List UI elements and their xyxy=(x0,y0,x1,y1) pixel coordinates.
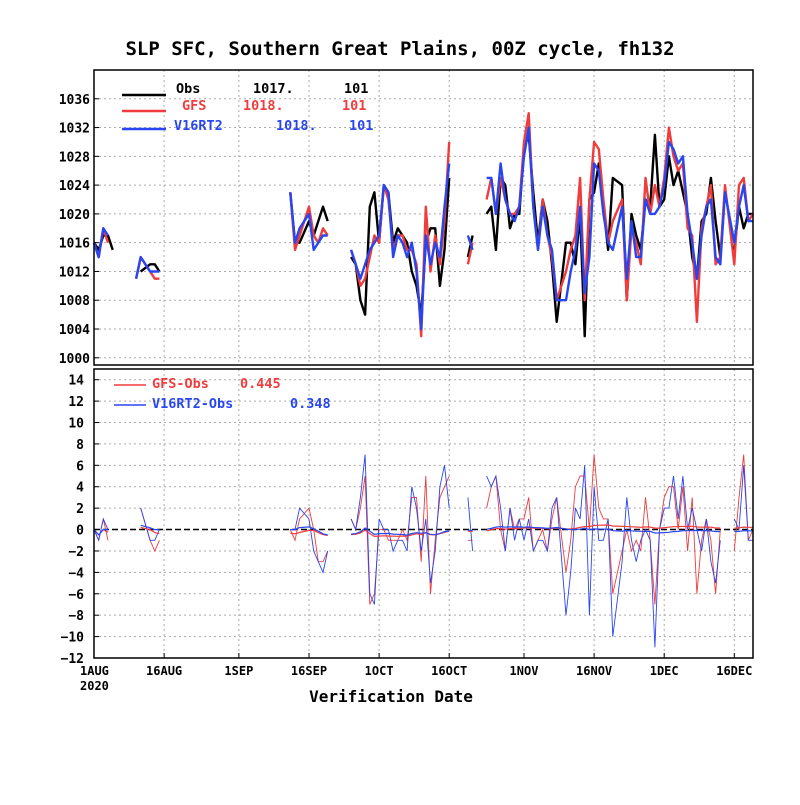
y-tick-label-bottom: 14 xyxy=(68,374,84,389)
x-tick-label: 1SEP xyxy=(224,664,253,678)
top-panel-frame xyxy=(93,69,754,366)
legend-label-v16-obs: V16RT2-Obs xyxy=(152,396,233,412)
x-tick-label: 1DEC xyxy=(650,664,679,678)
y-tick-label-bottom: 8 xyxy=(76,438,84,453)
series-line-v16-minus-obs xyxy=(93,454,753,648)
legend-stat2-v16: 101 xyxy=(349,118,373,134)
y-tick-label-bottom: −6 xyxy=(68,588,84,603)
y-tick-label-top: 1024 xyxy=(59,179,90,194)
y-tick-label-top: 1028 xyxy=(59,150,90,165)
chart-title: SLP SFC, Southern Great Plains, 00Z cycl… xyxy=(125,38,675,60)
x-axis-label: Verification Date xyxy=(309,687,473,706)
legend-stat1-v16: 1018. xyxy=(276,118,317,134)
legend-label-v16: V16RT2 xyxy=(174,118,223,134)
legend-stat1-gfs: 1018. xyxy=(243,98,284,114)
x-tick-label: 16SEP xyxy=(291,664,327,678)
bottom-panel-frame xyxy=(93,368,754,659)
y-tick-label-top: 1004 xyxy=(59,323,90,338)
bottom-legend: GFS-Obs 0.445 V16RT2-Obs 0.348 xyxy=(114,376,331,412)
x-tick-label: 1AUG xyxy=(80,664,109,678)
y-tick-label-bottom: −12 xyxy=(61,652,84,667)
y-tick-label-top: 1000 xyxy=(59,352,90,367)
legend-stat1-obs: 1017. xyxy=(253,81,294,97)
y-tick-label-bottom: 4 xyxy=(76,481,84,496)
legend-label-gfs-obs: GFS-Obs xyxy=(152,376,209,392)
y-tick-label-top: 1016 xyxy=(59,237,90,252)
y-tick-label-top: 1012 xyxy=(59,265,90,280)
y-tick-label-bottom: 10 xyxy=(68,417,84,432)
y-tick-label-bottom: −8 xyxy=(68,609,84,624)
x-tick-label: 1NOV xyxy=(510,664,539,678)
x-tick-label: 16NOV xyxy=(576,664,612,678)
y-tick-label-bottom: −2 xyxy=(68,545,84,560)
x-tick-label: 1OCT xyxy=(365,664,394,678)
x-tick-label: 16AUG xyxy=(146,664,182,678)
y-tick-label-bottom: 2 xyxy=(76,502,84,517)
top-panel-grid xyxy=(94,70,753,365)
y-tick-label-bottom: −4 xyxy=(68,566,84,581)
top-panel-series xyxy=(92,112,755,338)
x-tick-sublabel: 2020 xyxy=(80,679,109,693)
bottom-panel-grid xyxy=(94,369,753,658)
legend-stat2-obs: 101 xyxy=(344,81,368,97)
y-tick-label-top: 1020 xyxy=(59,208,90,223)
legend-label-gfs: GFS xyxy=(182,98,206,114)
y-tick-label-bottom: 12 xyxy=(68,395,84,410)
y-tick-label-top: 1008 xyxy=(59,294,90,309)
bottom-panel-series xyxy=(93,454,754,648)
legend-stat2-gfs: 101 xyxy=(342,98,366,114)
y-tick-label-bottom: 6 xyxy=(76,459,84,474)
series-mean-v16-minus-obs xyxy=(93,524,754,536)
top-legend: Obs 1017. 101 GFS 1018. 101 V16RT2 1018.… xyxy=(122,81,373,134)
legend-stat-v16-obs: 0.348 xyxy=(290,396,331,412)
panel-frames xyxy=(93,69,754,659)
legend-stat-gfs-obs: 0.445 xyxy=(240,376,281,392)
series-line-v16 xyxy=(92,126,753,331)
y-tick-labels: 1000100410081012101610201024102810321036… xyxy=(59,93,99,667)
y-tick-label-top: 1032 xyxy=(59,122,90,137)
y-tick-label-bottom: −10 xyxy=(61,631,85,646)
x-tick-label: 16DEC xyxy=(716,664,752,678)
y-tick-label-bottom: 0 xyxy=(76,524,84,539)
y-tick-label-top: 1036 xyxy=(59,93,90,108)
legend-label-obs: Obs xyxy=(176,81,200,97)
x-tick-label: 16OCT xyxy=(431,664,467,678)
